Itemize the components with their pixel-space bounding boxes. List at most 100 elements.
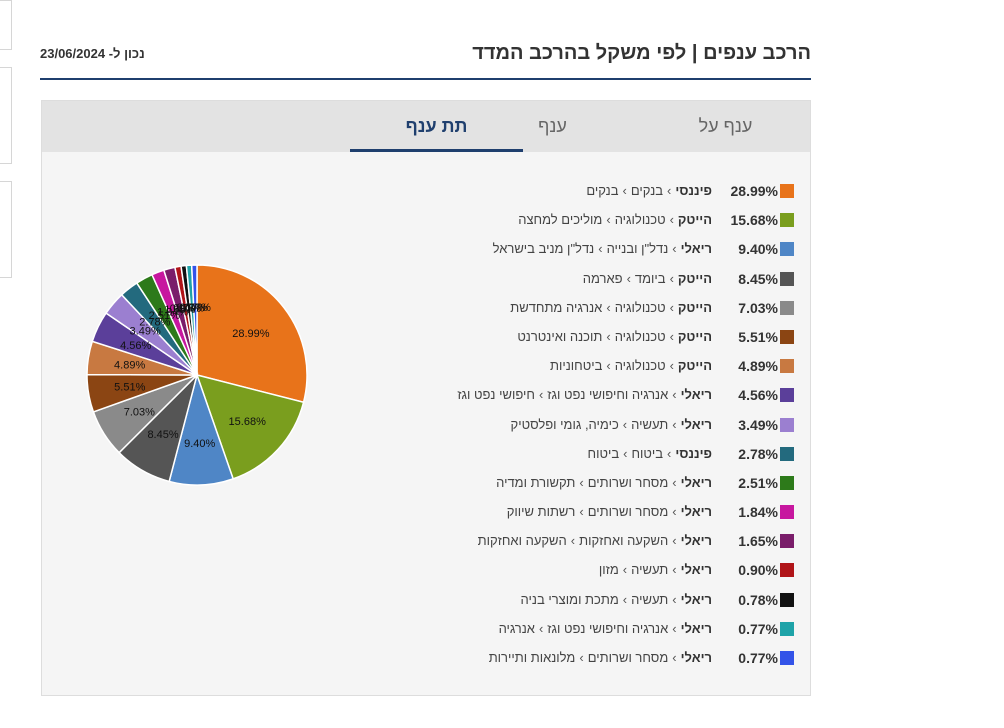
chevron-separator-icon: › xyxy=(672,533,677,549)
legend-percent: 28.99% xyxy=(730,183,778,199)
legend-branch: תעשיה xyxy=(631,562,669,578)
legend-path: ריאלי›תעשיה›כימיה, גומי ופלסטיק xyxy=(511,417,712,432)
legend-swatch xyxy=(780,329,794,344)
legend-item: 0.77% ריאלי›מסחר ושרותים›מלונאות ותיירות xyxy=(394,647,794,676)
legend-percent: 4.89% xyxy=(738,358,778,375)
legend-branch: נדל"ן ובנייה xyxy=(606,241,669,257)
pie-slice[interactable] xyxy=(196,264,308,404)
chevron-separator-icon: › xyxy=(622,562,628,578)
legend-branch: תעשיה xyxy=(631,591,669,607)
legend-branch: ביומד xyxy=(634,270,666,286)
chevron-separator-icon: › xyxy=(606,328,611,344)
legend-sub-branch: בנקים xyxy=(586,183,619,198)
legend-percent: 15.68% xyxy=(730,212,778,229)
pie-data-label: 5.51% xyxy=(114,381,145,393)
legend-item: 9.40% ריאלי›נדל"ן ובנייה›נדל"ן מניב בישרא… xyxy=(394,238,794,267)
legend-item: 0.90% ריאלי›תעשיה›מזון xyxy=(394,559,794,588)
legend-sub-branch: פארמה xyxy=(582,270,623,286)
section-header: הרכב ענפים | לפי משקל בהרכב המדד נכון ל-… xyxy=(40,38,811,80)
legend-sub-branch: מתכת ומוצרי בניה xyxy=(520,591,619,607)
legend-sub-branch: נדל"ן מניב בישראל xyxy=(492,241,595,257)
chevron-separator-icon: › xyxy=(672,387,677,403)
legend-percent: 0.77% xyxy=(738,620,778,637)
legend-sector: ריאלי xyxy=(680,474,712,490)
legend-percent: 0.77% xyxy=(738,650,778,666)
legend-swatch xyxy=(780,563,794,578)
pie-data-label: 1.65% xyxy=(164,304,195,316)
legend-item: 5.51% הייטק›טכנולוגיה›תוכנה ואינטרנט xyxy=(394,326,794,355)
legend-sub-branch: השקעה ואחזקות xyxy=(477,533,567,549)
legend-sector: פיננסי xyxy=(675,445,712,461)
chart-legend: 28.99% פיננסי›בנקים›בנקים 15.68% הייטק›טכנו… xyxy=(394,180,794,676)
pie-data-label: 0.78% xyxy=(173,302,204,314)
legend-percent: 8.45% xyxy=(738,270,778,287)
side-widget-2[interactable] xyxy=(0,67,12,164)
legend-percent: 0.78% xyxy=(738,591,778,608)
legend-path: ריאלי›תעשיה›מזון xyxy=(599,562,712,577)
legend-branch: תעשיה xyxy=(631,416,669,432)
legend-sub-branch: תקשורת ומדיה xyxy=(496,474,576,490)
chevron-separator-icon: › xyxy=(622,416,628,432)
chevron-separator-icon: › xyxy=(672,650,677,665)
legend-sector: ריאלי xyxy=(680,591,712,607)
pie-data-label: 3.49% xyxy=(130,326,161,338)
tab-sub-sector[interactable]: תת ענף xyxy=(350,101,523,152)
legend-sector: ריאלי xyxy=(680,504,712,520)
side-widget-1[interactable] xyxy=(0,0,12,50)
pie-slice[interactable] xyxy=(190,264,198,376)
legend-branch: השקעה ואחזקות xyxy=(579,533,669,549)
legend-branch: בנקים xyxy=(630,183,664,198)
chevron-separator-icon: › xyxy=(622,183,627,198)
legend-path: הייטק›טכנולוגיה›אנרגיה מתחדשת xyxy=(510,300,712,315)
tab-super-sector[interactable]: ענף על xyxy=(698,116,753,136)
pie-slice[interactable] xyxy=(195,373,305,480)
chevron-separator-icon: › xyxy=(598,241,603,257)
legend-sub-branch: כימיה, גומי ופלסטיק xyxy=(510,416,619,432)
legend-item: 28.99% פיננסי›בנקים›בנקים xyxy=(394,180,794,209)
legend-path: ריאלי›מסחר ושרותים›רשתות שיווק xyxy=(507,504,712,519)
legend-path: ריאלי›מסחר ושרותים›מלונאות ותיירות xyxy=(489,650,712,665)
chevron-separator-icon: › xyxy=(579,474,584,490)
legend-sub-branch: ביטחוניות xyxy=(549,358,603,374)
side-widget-3[interactable] xyxy=(0,181,12,278)
legend-path: ריאלי›מסחר ושרותים›תקשורת ומדיה xyxy=(496,475,712,490)
legend-item: 1.65% ריאלי›השקעה ואחזקות›השקעה ואחזקות xyxy=(394,530,794,559)
chevron-separator-icon: › xyxy=(606,212,611,228)
tab-sector[interactable]: ענף xyxy=(538,116,567,136)
legend-percent: 0.90% xyxy=(738,562,778,579)
legend-branch: מסחר ושרותים xyxy=(587,474,669,490)
legend-item: 1.84% ריאלי›מסחר ושרותים›רשתות שיווק xyxy=(394,501,794,530)
legend-path: ריאלי›השקעה ואחזקות›השקעה ואחזקות xyxy=(478,533,712,548)
legend-swatch xyxy=(780,242,794,257)
legend-swatch xyxy=(780,592,794,607)
pie-data-label: 2.78% xyxy=(139,316,170,328)
chevron-separator-icon: › xyxy=(667,183,672,198)
legend-sub-branch: אנרגיה מתחדשת xyxy=(510,299,603,315)
legend-sub-branch: תוכנה ואינטרנט xyxy=(517,328,603,344)
chevron-separator-icon: › xyxy=(669,212,674,228)
legend-path: הייטק›טכנולוגיה›ביטחוניות xyxy=(550,358,712,373)
legend-path: הייטק›טכנולוגיה›תוכנה ואינטרנט xyxy=(517,329,712,344)
legend-swatch xyxy=(780,417,794,432)
tab-bar: ענף על ענף תת ענף xyxy=(42,101,810,152)
legend-swatch xyxy=(780,300,794,315)
legend-swatch xyxy=(780,621,794,636)
legend-sector: ריאלי xyxy=(680,620,712,636)
legend-percent: 2.51% xyxy=(738,474,778,491)
chevron-separator-icon: › xyxy=(672,241,677,257)
chevron-separator-icon: › xyxy=(538,620,544,636)
legend-sector: ריאלי xyxy=(680,650,712,665)
legend-branch: אנרגיה וחיפושי נפט וגז xyxy=(547,620,669,636)
legend-percent: 5.51% xyxy=(738,328,778,345)
legend-branch: טכנולוגיה xyxy=(614,358,666,374)
chevron-separator-icon: › xyxy=(623,445,628,461)
chevron-separator-icon: › xyxy=(570,533,576,549)
legend-branch: טכנולוגיה xyxy=(614,299,666,315)
chevron-separator-icon: › xyxy=(579,650,584,665)
legend-path: ריאלי›אנרגיה וחיפושי נפט וגז›אנרגיה xyxy=(499,621,712,636)
legend-branch: ביטוח xyxy=(631,445,664,461)
pie-data-label: 4.56% xyxy=(120,340,151,352)
chevron-separator-icon: › xyxy=(669,299,674,315)
legend-sector: פיננסי xyxy=(675,183,712,198)
legend-item: 0.78% ריאלי›תעשיה›מתכת ומוצרי בניה xyxy=(394,589,794,618)
